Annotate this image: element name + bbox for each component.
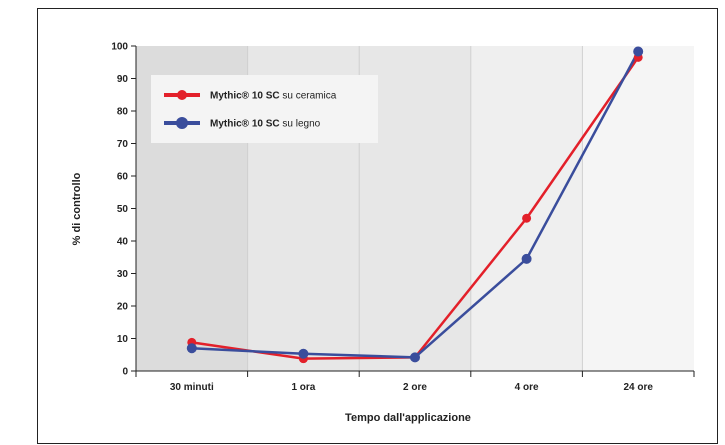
- y-tick-label: 0: [122, 367, 128, 378]
- y-tick-label: 40: [117, 237, 129, 248]
- legend-label: Mythic® 10 SC su ceramica: [210, 91, 337, 102]
- legend-box: [151, 75, 378, 143]
- background-band-4: [470, 46, 583, 371]
- y-tick-label: 60: [117, 172, 129, 183]
- line-chart: 0 10 20 30 40 50 60 70 80 90 100 30 minuti 1 ora 2 o…: [71, 42, 695, 424]
- x-tick-label: 1 ora: [291, 382, 315, 393]
- data-point: [186, 343, 197, 354]
- axes: [135, 46, 694, 377]
- x-tick-label: 4 ore: [515, 382, 539, 393]
- y-tick-label: 50: [117, 204, 129, 215]
- background-band-5: [582, 46, 694, 371]
- legend-label-brand: Mythic® 10 SC: [210, 91, 280, 102]
- legend-label-surface: su legno: [280, 119, 321, 130]
- series-lines: [186, 46, 644, 364]
- legend-label: Mythic® 10 SC su legno: [210, 119, 321, 130]
- data-point: [522, 213, 532, 223]
- data-point: [521, 253, 532, 264]
- y-tick-label: 70: [117, 139, 129, 150]
- data-point: [633, 46, 644, 57]
- data-point: [410, 352, 420, 363]
- y-tick-label: 10: [117, 334, 129, 345]
- x-tick-label: 24 ore: [623, 382, 653, 393]
- y-tick-label: 90: [117, 74, 129, 85]
- x-tick-label: 2 ore: [403, 382, 427, 393]
- y-tick-label: 80: [117, 107, 129, 118]
- y-tick-label: 30: [117, 269, 129, 280]
- y-tick-label: 100: [111, 42, 128, 53]
- legend-label-surface: su ceramica: [280, 91, 337, 102]
- legend-swatch-marker: [176, 117, 188, 129]
- legend-label-brand: Mythic® 10 SC: [210, 119, 280, 130]
- y-axis-ticks: 0 10 20 30 40 50 60 70 80 90 100: [111, 42, 136, 378]
- chart-frame: 0 10 20 30 40 50 60 70 80 90 100 30 minuti 1 ora 2 o…: [37, 8, 718, 444]
- legend-swatch-marker: [177, 90, 187, 100]
- data-point: [298, 348, 309, 359]
- x-axis-ticks: 30 minuti 1 ora 2 ore 4 ore 24 ore: [135, 371, 695, 393]
- y-tick-label: 20: [117, 302, 129, 313]
- x-tick-label: 30 minuti: [170, 382, 214, 393]
- y-axis-title: % di controllo: [71, 172, 83, 245]
- x-axis-title: Tempo dall'applicazione: [345, 412, 471, 424]
